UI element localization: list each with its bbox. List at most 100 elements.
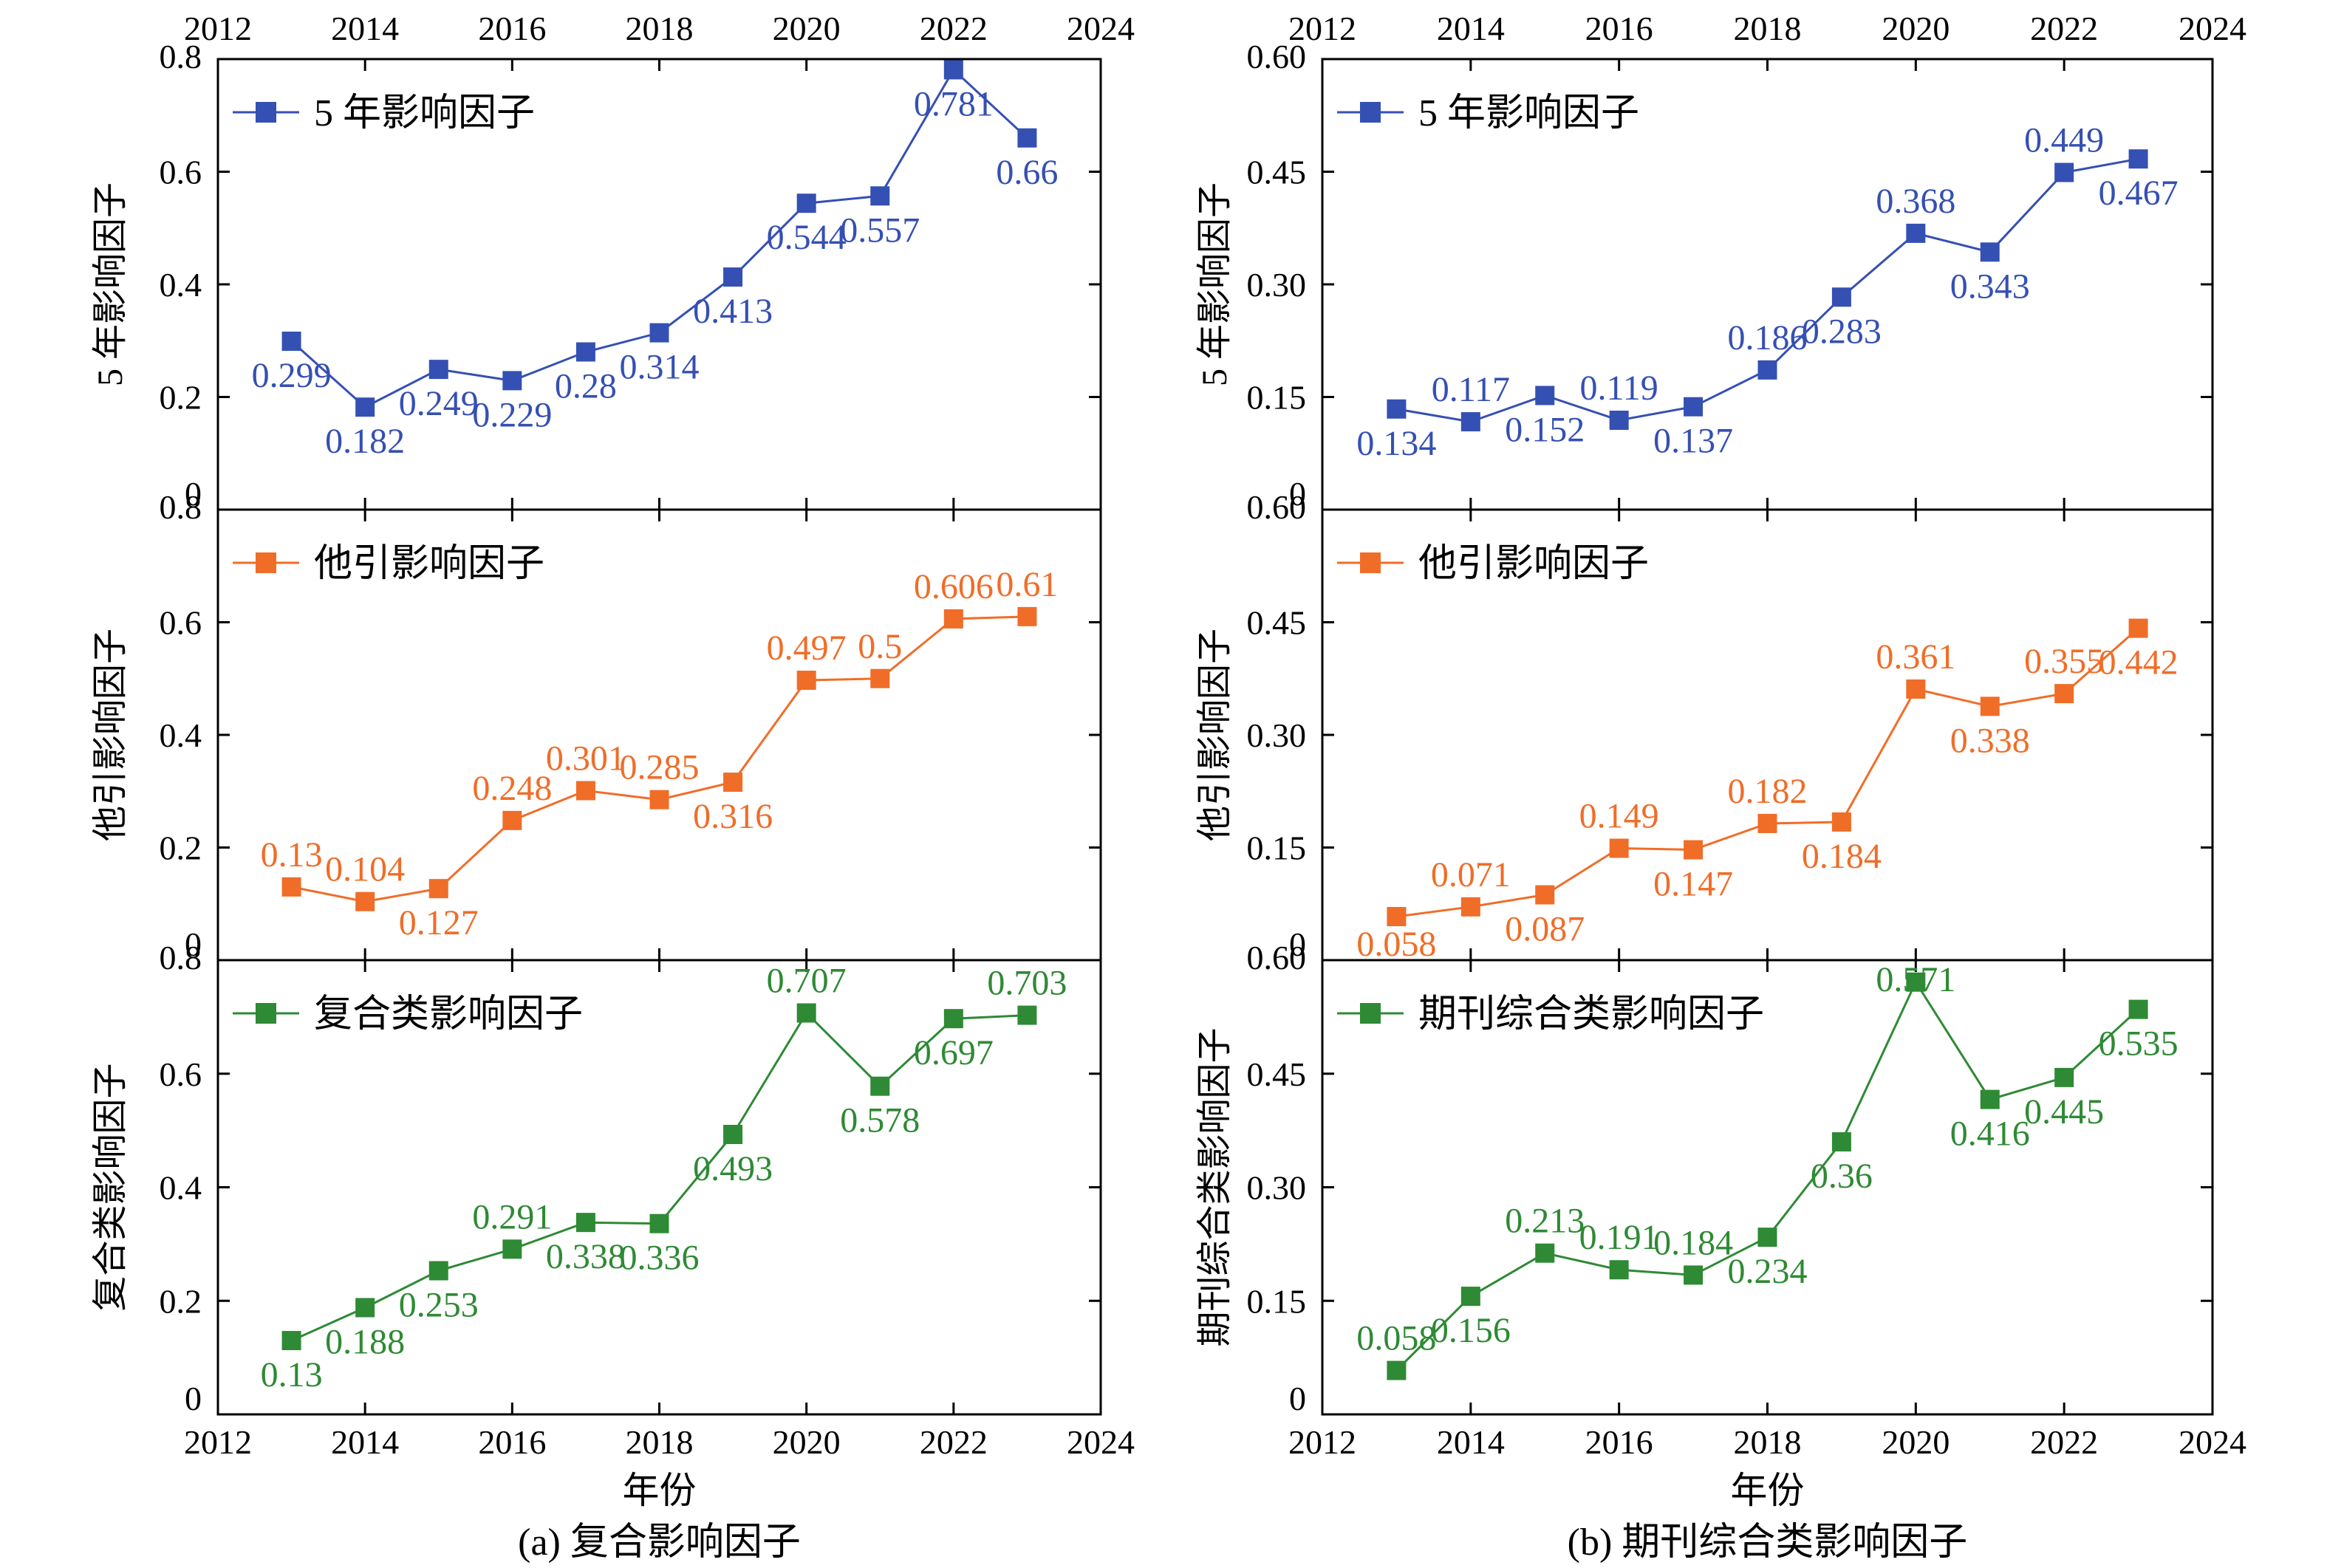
data-point	[943, 1009, 963, 1029]
x-tick-label: 2024	[1067, 1423, 1135, 1461]
x-tick-label-top: 2016	[1585, 10, 1653, 47]
legend-marker	[256, 552, 276, 573]
subplot-a-composite: 00.20.40.60.8复合类影响因子复合类影响因子0.130.1880.25…	[91, 939, 1102, 1417]
data-point	[1684, 1265, 1704, 1285]
data-label: 0.147	[1653, 865, 1733, 904]
data-point	[796, 671, 816, 691]
data-point	[1757, 813, 1777, 833]
y-tick-label: 0.6	[160, 604, 202, 642]
data-label: 0.442	[2099, 643, 2179, 682]
data-point	[943, 60, 963, 80]
legend-marker	[1360, 552, 1381, 573]
data-point	[2128, 149, 2148, 169]
x-tick-label-top: 2014	[1437, 10, 1505, 47]
data-point	[870, 1076, 890, 1096]
data-point	[649, 1213, 669, 1233]
x-tick-label: 2012	[1288, 1423, 1356, 1461]
x-tick-label: 2014	[331, 1423, 399, 1461]
y-tick-label: 0.2	[160, 379, 202, 417]
legend-marker	[256, 1003, 276, 1024]
data-point	[1980, 1089, 2000, 1109]
legend-label: 复合类影响因子	[314, 993, 583, 1035]
y-tick-label: 0.6	[160, 154, 202, 191]
data-label: 0.449	[2024, 121, 2104, 160]
data-label: 0.578	[840, 1101, 920, 1140]
y-axis-label: 他引影响因子	[1195, 629, 1234, 841]
data-point	[1017, 606, 1037, 626]
x-tick-label-top: 2016	[478, 10, 546, 47]
y-tick-label: 0.6	[160, 1055, 202, 1093]
data-label: 0.249	[399, 384, 479, 423]
data-label: 0.314	[620, 348, 700, 387]
data-point	[1535, 1243, 1555, 1263]
data-label: 0.361	[1876, 637, 1955, 677]
y-tick-label: 0	[185, 925, 202, 963]
data-label: 0.253	[399, 1286, 479, 1325]
data-point	[1906, 679, 1926, 699]
data-point	[1609, 411, 1629, 431]
x-tick-label-top: 2018	[626, 10, 694, 47]
panel-caption: (a) 复合影响因子	[518, 1521, 801, 1564]
y-tick-label: 0.4	[160, 716, 202, 754]
y-tick-label: 0	[1289, 925, 1306, 963]
x-tick-label-top: 2024	[1067, 10, 1135, 47]
data-label: 0.087	[1505, 910, 1585, 949]
x-tick-label: 2020	[1882, 1423, 1950, 1461]
data-label: 0.66	[996, 153, 1058, 192]
data-point	[2054, 684, 2074, 704]
y-axis-label: 期刊综合类影响因子	[1195, 1027, 1234, 1346]
data-point	[723, 773, 743, 792]
data-point	[1387, 399, 1407, 419]
x-tick-label: 2024	[2179, 1423, 2246, 1461]
data-label: 0.186	[1728, 318, 1808, 357]
data-label: 0.61	[996, 565, 1058, 604]
y-tick-label: 0.30	[1247, 1169, 1307, 1207]
data-point	[281, 1331, 301, 1351]
data-label: 0.336	[620, 1239, 700, 1278]
y-tick-label: 0.60	[1247, 939, 1307, 976]
y-tick-label: 0.4	[160, 266, 202, 304]
data-point	[502, 810, 522, 830]
data-point	[723, 267, 743, 287]
data-label: 0.493	[693, 1149, 773, 1188]
y-tick-label: 0	[1289, 1380, 1306, 1417]
data-label: 0.497	[767, 629, 847, 668]
data-label: 0.28	[555, 367, 617, 406]
data-label: 0.248	[472, 769, 552, 808]
x-tick-label: 2020	[773, 1423, 841, 1461]
y-tick-label: 0.2	[160, 1282, 202, 1320]
x-tick-label-top: 2020	[1882, 10, 1950, 47]
data-point	[281, 877, 301, 897]
x-tick-label: 2014	[1437, 1423, 1505, 1461]
legend-label: 他引影响因子	[1418, 543, 1649, 585]
y-axis-label: 他引影响因子	[91, 629, 130, 841]
data-point	[1460, 412, 1480, 432]
x-tick-label: 2018	[1734, 1423, 1802, 1461]
data-label: 0.117	[1432, 370, 1510, 409]
data-label: 0.191	[1579, 1218, 1659, 1257]
x-tick-label-top: 2022	[920, 10, 988, 47]
data-label: 0.182	[325, 422, 405, 461]
data-point	[428, 879, 448, 899]
data-label: 0.058	[1356, 1319, 1436, 1358]
data-point	[575, 781, 595, 801]
legend-marker	[1360, 1003, 1381, 1024]
data-label: 0.104	[325, 850, 405, 889]
y-tick-label: 0.8	[160, 488, 202, 526]
data-label: 0.416	[1950, 1115, 2030, 1154]
x-tick-label: 2018	[626, 1423, 694, 1461]
x-tick-label-top: 2020	[773, 10, 841, 47]
data-point	[1535, 885, 1555, 905]
legend-marker	[1360, 102, 1381, 123]
y-tick-label: 0.15	[1247, 829, 1307, 867]
data-point	[723, 1125, 743, 1145]
data-point	[1906, 972, 1926, 992]
legend-label: 5 年影响因子	[314, 92, 535, 134]
data-label: 0.156	[1431, 1311, 1511, 1350]
data-point	[2054, 162, 2074, 182]
data-point	[2128, 999, 2148, 1019]
data-point	[502, 1239, 522, 1259]
